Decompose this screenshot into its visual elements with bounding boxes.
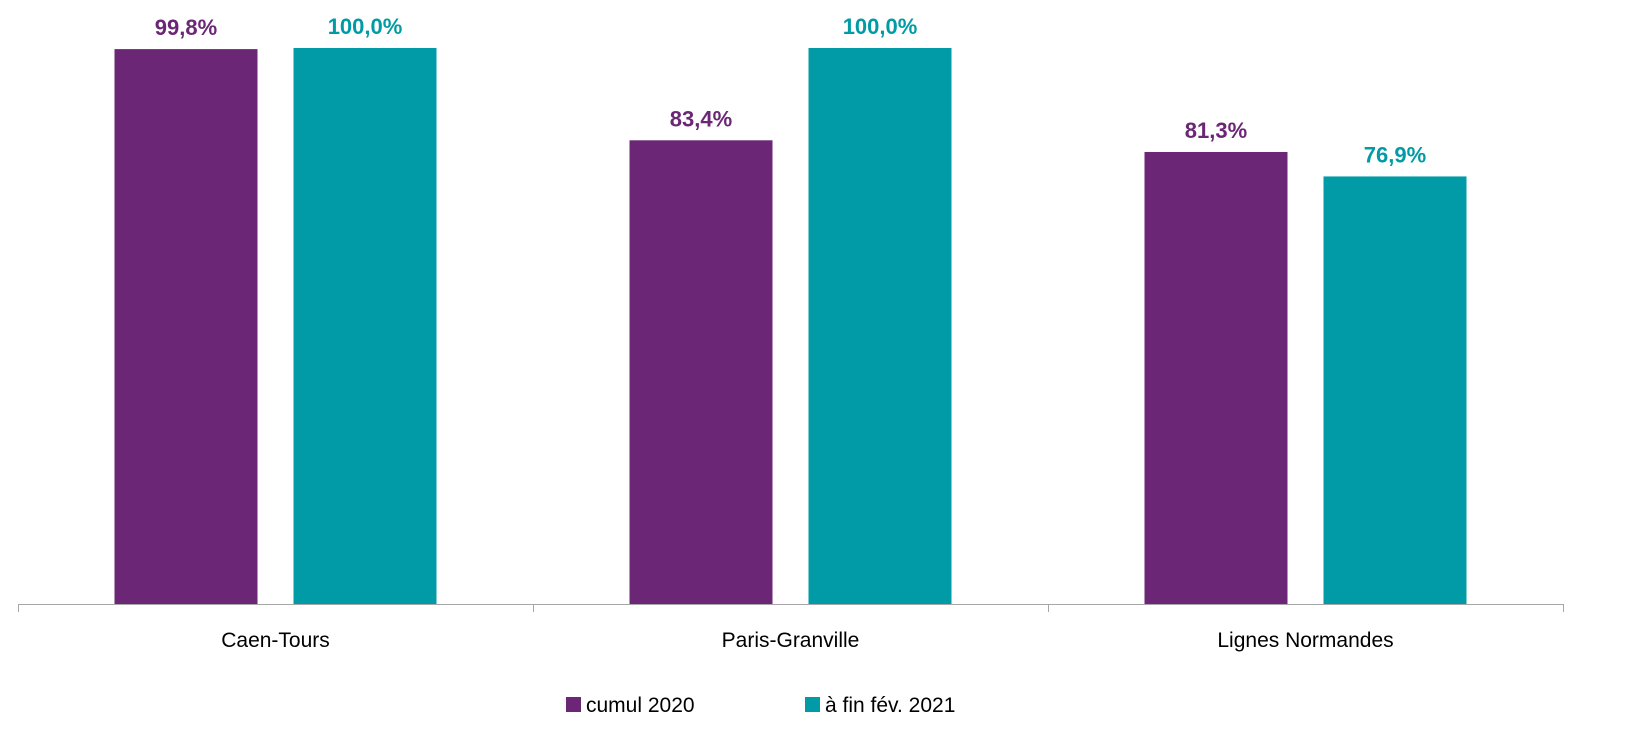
bar-caen-tours-series-1 <box>114 49 258 604</box>
data-label: 83,4% <box>670 106 732 131</box>
bars-layer <box>114 48 1467 605</box>
bar-lignes-normandes-series-2 <box>1323 176 1467 604</box>
legend-swatch <box>805 697 820 712</box>
x-tick-label: Paris-Granville <box>722 629 860 652</box>
legend-swatch <box>566 697 581 712</box>
bar-caen-tours-series-2 <box>293 48 437 604</box>
bar-lignes-normandes-series-1 <box>1144 151 1288 605</box>
x-tick-label: Lignes Normandes <box>1217 629 1393 652</box>
x-axis: Caen-Tours Paris-Granville Lignes Normande… <box>18 604 1564 652</box>
data-label: 100,0% <box>843 14 918 39</box>
x-tick-label: Caen-Tours <box>221 629 330 652</box>
bar-paris-granville-series-2 <box>808 48 952 604</box>
data-labels-layer: 99,8% 100,0% 83,4% 100,0% 81,3% 76,9% <box>155 14 1426 167</box>
data-label: 99,8% <box>155 15 217 40</box>
data-label: 100,0% <box>328 14 403 39</box>
legend-label: cumul 2020 <box>586 694 695 717</box>
data-label: 76,9% <box>1364 142 1426 167</box>
legend-label: à fin fév. 2021 <box>825 694 955 717</box>
bar-paris-granville-series-1 <box>629 140 773 604</box>
legend: cumul 2020 à fin fév. 2021 <box>566 694 955 717</box>
data-label: 81,3% <box>1185 118 1247 143</box>
